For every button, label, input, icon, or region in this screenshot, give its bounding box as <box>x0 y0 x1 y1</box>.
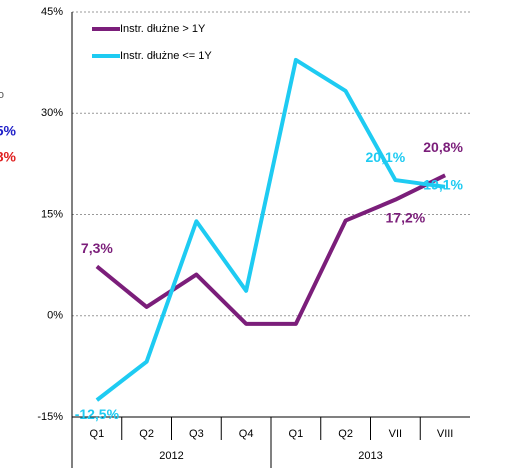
x-tick-label: Q1 <box>90 428 105 440</box>
x-tick-label: VII <box>389 428 402 440</box>
x-tick-label: Q1 <box>289 428 304 440</box>
y-tick-label: 45% <box>41 6 63 18</box>
data-label: 7,3% <box>81 240 113 256</box>
y-tick-label: 30% <box>41 107 63 119</box>
x-tick-label: Q3 <box>189 428 204 440</box>
data-label: 20,8% <box>423 139 463 155</box>
data-label: 19,1% <box>423 177 463 193</box>
annotation: 5% <box>0 123 17 139</box>
data-label: -12,5% <box>75 406 120 422</box>
x-tick-label: Q2 <box>338 428 353 440</box>
x-tick-label: Q2 <box>139 428 154 440</box>
group-label: 2013 <box>358 450 382 462</box>
x-tick-label: Q4 <box>239 428 254 440</box>
y-tick-label: 15% <box>41 208 63 220</box>
y-tick-label: 0% <box>47 310 63 322</box>
series-line <box>95 173 447 326</box>
data-label: 20,1% <box>366 149 406 165</box>
legend-label: Instr. dłużne > 1Y <box>120 23 206 35</box>
series-line <box>95 57 446 402</box>
legend-label: Instr. dłużne <= 1Y <box>120 50 212 62</box>
y-tick-label: -15% <box>37 411 63 423</box>
annotation: 8% <box>0 149 17 165</box>
annotation: o <box>0 89 4 101</box>
group-label: 2012 <box>159 450 183 462</box>
data-label: 17,2% <box>386 209 426 225</box>
x-tick-label: VIII <box>437 428 454 440</box>
